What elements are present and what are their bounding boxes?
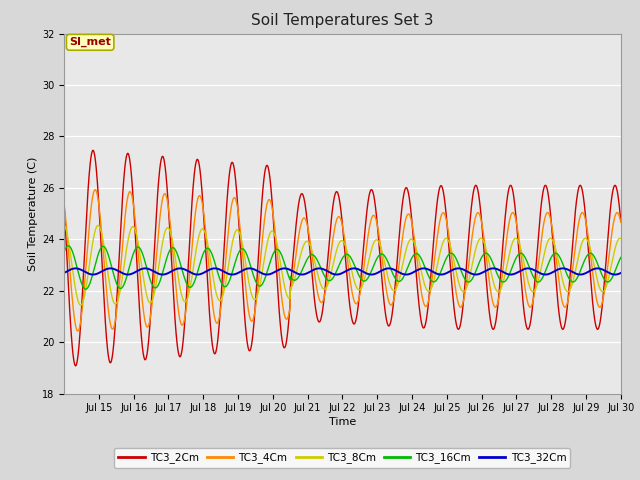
TC3_32Cm — [317, 266, 325, 272]
TC3_2Cm — [474, 189, 482, 195]
TC3_16Cm — [82, 286, 90, 292]
TC3_32Cm — [60, 270, 68, 276]
TC3_16Cm — [617, 254, 625, 260]
TC3_8Cm — [148, 299, 156, 305]
Y-axis label: Soil Temperature (C): Soil Temperature (C) — [28, 156, 38, 271]
TC3_16Cm — [318, 268, 326, 274]
TC3_4Cm — [617, 219, 625, 225]
TC3_8Cm — [474, 239, 482, 245]
TC3_4Cm — [74, 328, 82, 334]
TC3_16Cm — [556, 254, 564, 260]
Line: TC3_4Cm: TC3_4Cm — [64, 190, 621, 331]
TC3_32Cm — [474, 272, 482, 277]
X-axis label: Time: Time — [329, 418, 356, 428]
Text: SI_met: SI_met — [69, 37, 111, 48]
TC3_2Cm — [556, 316, 564, 322]
TC3_4Cm — [92, 187, 99, 192]
TC3_16Cm — [474, 262, 482, 268]
TC3_4Cm — [60, 200, 68, 205]
TC3_2Cm — [328, 207, 336, 213]
TC3_8Cm — [77, 302, 84, 308]
TC3_16Cm — [611, 270, 618, 276]
TC3_4Cm — [474, 210, 482, 216]
TC3_16Cm — [328, 276, 336, 282]
TC3_32Cm — [148, 267, 156, 273]
TC3_2Cm — [60, 200, 68, 205]
TC3_8Cm — [617, 236, 625, 241]
TC3_32Cm — [328, 271, 336, 276]
TC3_2Cm — [89, 147, 97, 153]
TC3_2Cm — [617, 218, 625, 224]
Legend: TC3_2Cm, TC3_4Cm, TC3_8Cm, TC3_16Cm, TC3_32Cm: TC3_2Cm, TC3_4Cm, TC3_8Cm, TC3_16Cm, TC3… — [115, 448, 570, 468]
TC3_16Cm — [148, 281, 156, 287]
Line: TC3_32Cm: TC3_32Cm — [64, 268, 621, 275]
TC3_8Cm — [556, 264, 563, 269]
TC3_32Cm — [556, 266, 563, 272]
TC3_8Cm — [610, 251, 618, 256]
TC3_2Cm — [72, 363, 79, 369]
TC3_8Cm — [317, 283, 325, 289]
TC3_2Cm — [148, 292, 156, 298]
TC3_4Cm — [148, 304, 156, 310]
TC3_16Cm — [65, 243, 72, 249]
TC3_32Cm — [72, 265, 79, 271]
TC3_4Cm — [611, 216, 618, 222]
TC3_4Cm — [318, 300, 326, 305]
TC3_16Cm — [60, 249, 68, 255]
TC3_32Cm — [617, 270, 625, 276]
TC3_32Cm — [610, 272, 618, 277]
Line: TC3_2Cm: TC3_2Cm — [64, 150, 621, 366]
Line: TC3_8Cm: TC3_8Cm — [64, 225, 621, 305]
TC3_4Cm — [328, 240, 336, 245]
TC3_32Cm — [611, 272, 619, 277]
TC3_8Cm — [328, 266, 336, 272]
TC3_2Cm — [318, 312, 326, 317]
TC3_2Cm — [611, 183, 618, 189]
TC3_8Cm — [60, 222, 68, 228]
Title: Soil Temperatures Set 3: Soil Temperatures Set 3 — [251, 13, 434, 28]
TC3_4Cm — [556, 286, 564, 291]
Line: TC3_16Cm: TC3_16Cm — [64, 246, 621, 289]
